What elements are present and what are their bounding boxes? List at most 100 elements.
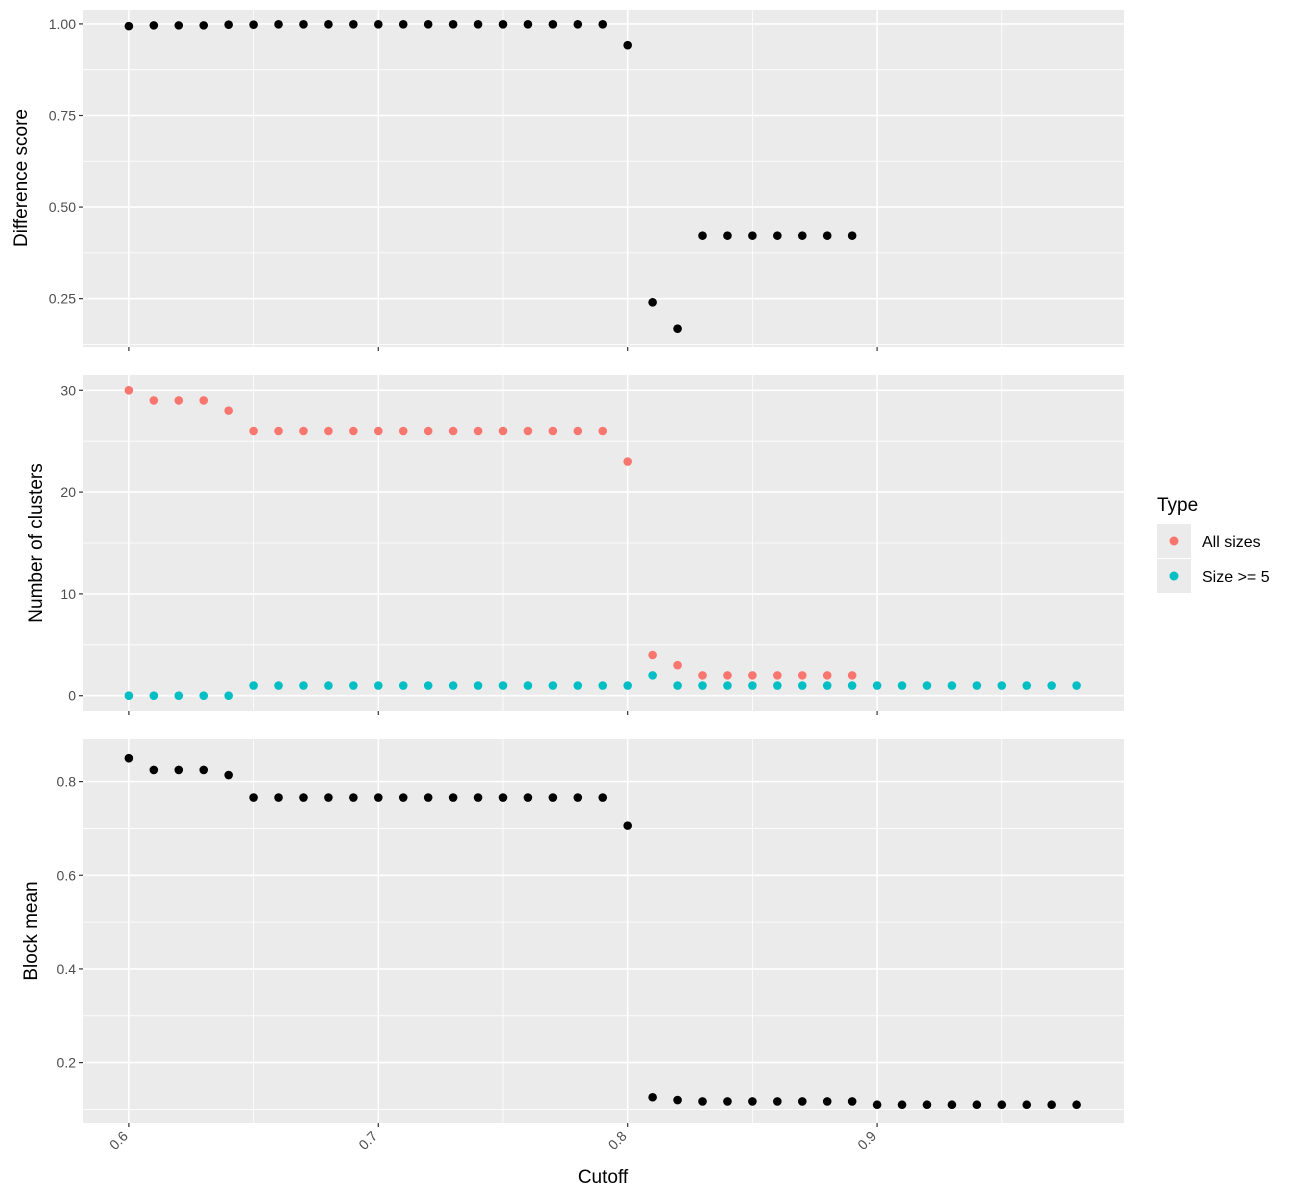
point-size-5	[648, 671, 657, 680]
point-block-mean	[523, 793, 533, 802]
point-size-5	[349, 681, 358, 690]
point-size-5	[847, 681, 857, 690]
point-block-mean	[199, 765, 209, 775]
point-all-sizes	[673, 660, 682, 670]
point-difference-score	[174, 21, 184, 30]
point-difference-score	[648, 298, 657, 307]
point-all-sizes	[398, 426, 408, 436]
point-size-5	[1022, 681, 1032, 690]
point-size-5	[623, 681, 632, 690]
point-all-sizes	[523, 426, 533, 436]
legend-title: Type	[1157, 495, 1198, 516]
point-all-sizes	[373, 426, 383, 436]
y-tick-label: 1.00	[49, 16, 76, 32]
point-block-mean	[174, 765, 184, 775]
point-size-5	[199, 691, 209, 701]
point-difference-score	[548, 19, 558, 29]
panel-number-of-clusters: 0 10 20 30 Number of clusters	[26, 375, 1124, 715]
point-block-mean	[698, 1097, 707, 1106]
point-size-5	[498, 681, 508, 690]
panel-block-mean: 0.2 0.4 0.6 0.8 0.6 0.7 0.8 0.9 Block mean	[21, 739, 1124, 1153]
grid-lines	[83, 375, 1124, 711]
point-difference-score	[822, 231, 832, 240]
point-difference-score	[797, 231, 807, 240]
point-difference-score	[398, 19, 408, 29]
point-block-mean	[224, 770, 233, 780]
point-size-5	[897, 681, 907, 690]
y-tick-label: 0.50	[49, 199, 76, 215]
data-points	[124, 753, 1081, 1110]
point-size-5	[1047, 681, 1056, 690]
point-difference-score	[698, 231, 707, 240]
point-block-mean	[872, 1100, 882, 1110]
point-all-sizes	[224, 406, 233, 415]
point-difference-score	[373, 19, 383, 29]
point-all-sizes	[498, 426, 508, 436]
point-all-sizes	[124, 385, 134, 395]
point-size-5	[573, 681, 583, 690]
point-all-sizes	[274, 426, 283, 436]
legend-key-size-5	[1169, 571, 1179, 581]
point-difference-score	[423, 19, 433, 29]
y-tick-label: 30	[60, 382, 76, 398]
y-axis-ticks: 0.25 0.50 0.75 1.00	[49, 16, 83, 307]
point-size-5	[1072, 681, 1081, 690]
y-tick-label: 10	[60, 586, 76, 602]
point-block-mean	[299, 793, 308, 802]
y-tick-label: 0.75	[49, 107, 76, 123]
point-size-5	[872, 681, 882, 690]
x-tick-label: 0.7	[355, 1128, 380, 1153]
point-all-sizes	[698, 671, 707, 680]
data-points	[124, 385, 1081, 701]
point-difference-score	[498, 19, 508, 29]
point-all-sizes	[748, 671, 757, 680]
point-size-5	[997, 681, 1007, 690]
point-size-5	[423, 681, 433, 690]
y-axis-title: Number of clusters	[26, 463, 47, 622]
point-all-sizes	[847, 671, 857, 680]
point-block-mean	[573, 793, 583, 802]
point-block-mean	[448, 793, 458, 802]
point-block-mean	[997, 1100, 1007, 1110]
point-block-mean	[398, 793, 408, 802]
y-tick-label: 20	[60, 484, 76, 500]
point-all-sizes	[648, 650, 657, 660]
point-all-sizes	[598, 426, 608, 436]
point-block-mean	[324, 793, 333, 802]
point-size-5	[972, 681, 982, 690]
legend-label-all-sizes: All sizes	[1202, 534, 1261, 551]
point-size-5	[274, 681, 283, 690]
x-tick-label: 0.8	[605, 1128, 630, 1153]
point-difference-score	[523, 19, 533, 29]
y-axis-ticks: 0.2 0.4 0.6 0.8	[57, 774, 83, 1071]
point-difference-score	[598, 19, 608, 29]
point-block-mean	[773, 1097, 782, 1106]
legend-label-size-5: Size >= 5	[1202, 569, 1270, 586]
point-difference-score	[149, 21, 159, 30]
point-size-5	[448, 681, 458, 690]
point-block-mean	[274, 793, 283, 802]
point-block-mean	[124, 753, 134, 763]
point-block-mean	[947, 1100, 957, 1110]
point-block-mean	[598, 793, 608, 802]
point-block-mean	[423, 793, 433, 802]
point-block-mean	[748, 1097, 757, 1106]
point-difference-score	[673, 324, 682, 333]
y-tick-label: 0.4	[57, 961, 77, 977]
legend: Type All sizes Size >= 5	[1157, 495, 1270, 593]
point-block-mean	[548, 793, 558, 802]
point-size-5	[822, 681, 832, 690]
point-difference-score	[124, 21, 134, 31]
point-all-sizes	[174, 396, 184, 405]
point-all-sizes	[623, 457, 632, 466]
point-all-sizes	[573, 426, 583, 436]
point-difference-score	[324, 19, 333, 29]
y-tick-label: 0.2	[57, 1055, 77, 1071]
point-all-sizes	[548, 426, 558, 436]
x-axis-ticks	[128, 347, 878, 351]
point-block-mean	[623, 821, 632, 830]
point-block-mean	[648, 1092, 657, 1102]
point-block-mean	[847, 1097, 857, 1106]
point-difference-score	[224, 20, 233, 29]
point-all-sizes	[797, 671, 807, 680]
